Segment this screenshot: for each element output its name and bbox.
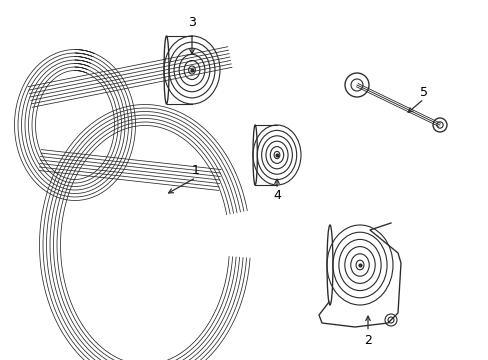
Text: 3: 3 (188, 15, 196, 28)
Text: 5: 5 (419, 86, 427, 99)
Text: 1: 1 (192, 163, 200, 176)
Text: 4: 4 (272, 189, 281, 202)
Text: 2: 2 (364, 333, 371, 346)
